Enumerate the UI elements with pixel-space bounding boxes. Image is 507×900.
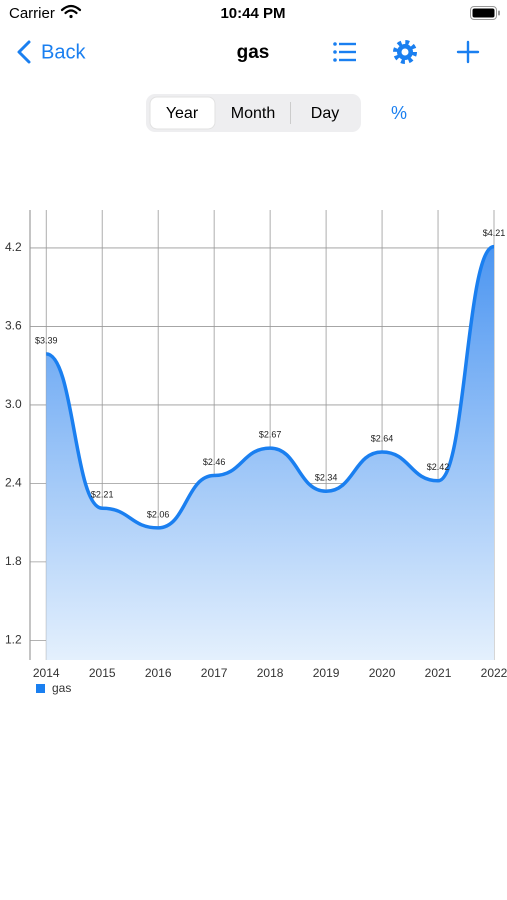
legend-label: gas (52, 681, 71, 695)
value-label: $4.21 (483, 228, 506, 238)
x-tick-label: 2015 (89, 666, 116, 680)
x-tick-label: 2014 (33, 666, 60, 680)
y-tick-label: 1.8 (5, 554, 22, 568)
value-label: $2.21 (91, 490, 114, 500)
segment-selected[interactable] (149, 96, 216, 130)
value-label: $2.06 (147, 509, 170, 519)
value-label: $2.67 (259, 429, 282, 439)
x-tick-label: 2022 (481, 666, 507, 680)
legend-swatch (36, 684, 45, 693)
value-label: $3.39 (35, 335, 58, 345)
wifi-icon (60, 4, 82, 19)
y-tick-label: 2.4 (5, 476, 22, 490)
area (46, 246, 495, 660)
y-tick-label: 3.0 (5, 397, 22, 411)
clock: 10:44 PM (220, 5, 285, 22)
y-tick-label: 3.6 (5, 319, 22, 333)
value-label: $2.34 (315, 473, 338, 483)
settings-button[interactable] (393, 40, 417, 64)
x-tick-label: 2016 (145, 666, 172, 680)
battery-icon (470, 6, 500, 20)
x-tick-label: 2019 (313, 666, 340, 680)
segment[interactable]: Year (166, 105, 199, 122)
x-tick-label: 2017 (201, 666, 228, 680)
chart: 1.2 1.8 2.4 3.0 3.6 4.2 2014 2015 2016 2017 2018 20… (5, 210, 507, 695)
list-button[interactable] (333, 42, 356, 62)
value-label: $2.46 (203, 457, 226, 467)
segment[interactable]: Day (311, 105, 339, 122)
x-tick-label: 2020 (369, 666, 396, 680)
segment[interactable]: Month (231, 105, 275, 122)
carrier: Carrier (9, 5, 55, 22)
back-label[interactable]: Back (41, 41, 86, 63)
x-tick-label: 2021 (425, 666, 452, 680)
percent-toggle[interactable]: % (391, 103, 407, 123)
nav-title: gas (237, 42, 270, 63)
add-button[interactable] (456, 40, 480, 64)
y-tick-label: 1.2 (5, 633, 22, 647)
value-label: $2.64 (371, 433, 394, 443)
x-tick-label: 2018 (257, 666, 284, 680)
value-label: $2.42 (427, 462, 450, 472)
line (45, 244, 495, 530)
back-button[interactable]: Back (17, 40, 86, 64)
y-tick-label: 4.2 (5, 240, 22, 254)
